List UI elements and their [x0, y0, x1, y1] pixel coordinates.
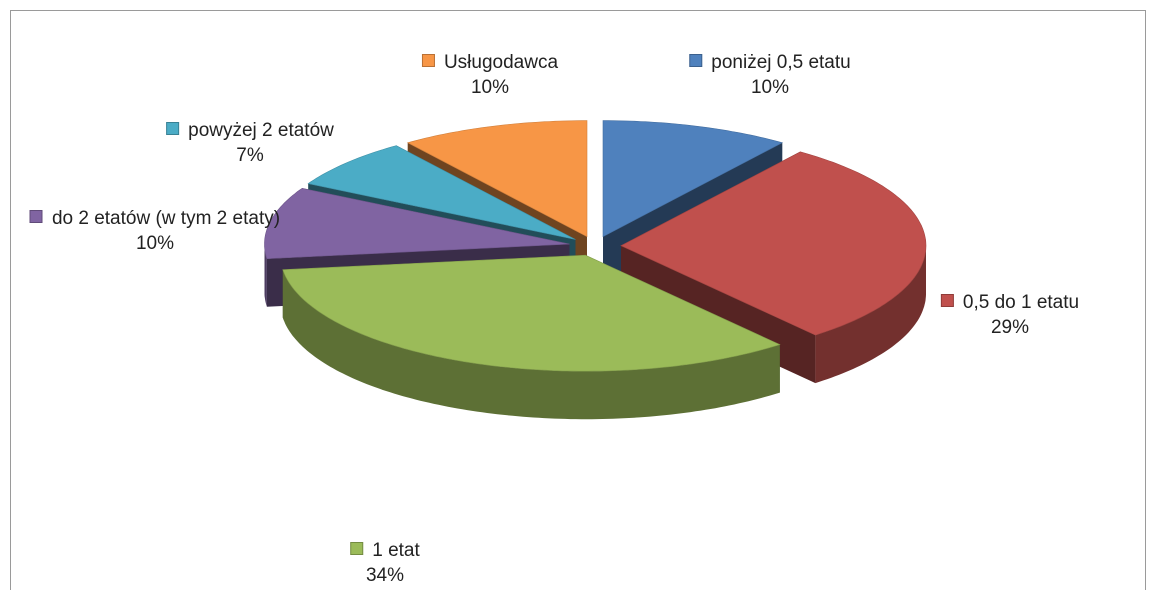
slice-top	[307, 145, 576, 240]
value-label: 34%	[365, 565, 405, 586]
label-name-line: 0,5 do 1 etatu	[940, 290, 1080, 315]
legend-marker	[350, 542, 364, 555]
data-label: Usługodawca 10%	[421, 50, 559, 100]
slice-top	[602, 120, 784, 238]
value-label: 10%	[470, 77, 510, 98]
label-name-line: do 2 etatów (w tym 2 etaty)	[28, 206, 283, 231]
value-label: 7%	[236, 145, 264, 166]
category-label: poniżej 0,5 etatu	[711, 52, 851, 73]
label-name-line: powyżej 2 etatów	[166, 118, 334, 143]
slice-side	[282, 269, 780, 420]
slice-side	[815, 245, 926, 384]
category-label: do 2 etatów (w tym 2 etaty)	[51, 208, 281, 229]
value-label: 10%	[135, 233, 175, 254]
legend-marker	[166, 122, 180, 135]
label-name-line: 1 etat	[350, 538, 420, 563]
category-label: 1 etat	[372, 540, 420, 561]
slice-top	[620, 151, 927, 336]
data-label: 0,5 do 1 etatu 29%	[940, 290, 1080, 340]
frame	[10, 10, 1146, 590]
slice-top	[264, 187, 570, 260]
data-label: powyżej 2 etatów 7%	[166, 118, 334, 168]
category-label: powyżej 2 etatów	[188, 120, 334, 141]
legend-marker	[689, 54, 703, 67]
data-label: poniżej 0,5 etatu 10%	[689, 50, 851, 100]
legend-marker	[940, 294, 954, 307]
data-label: 1 etat 34%	[350, 538, 420, 588]
slice-top	[406, 120, 588, 238]
legend-marker	[29, 210, 43, 223]
label-name-line: poniżej 0,5 etatu	[689, 50, 851, 75]
slice-side	[264, 244, 267, 307]
value-label: 10%	[750, 77, 790, 98]
category-label: 0,5 do 1 etatu	[962, 292, 1080, 313]
legend-marker	[421, 54, 435, 67]
category-label: Usługodawca	[443, 52, 559, 73]
label-name-line: Usługodawca	[421, 50, 559, 75]
slice-top	[282, 254, 781, 372]
slice	[282, 254, 781, 420]
data-label: do 2 etatów (w tym 2 etaty) 10%	[28, 206, 283, 256]
value-label: 29%	[990, 317, 1030, 338]
